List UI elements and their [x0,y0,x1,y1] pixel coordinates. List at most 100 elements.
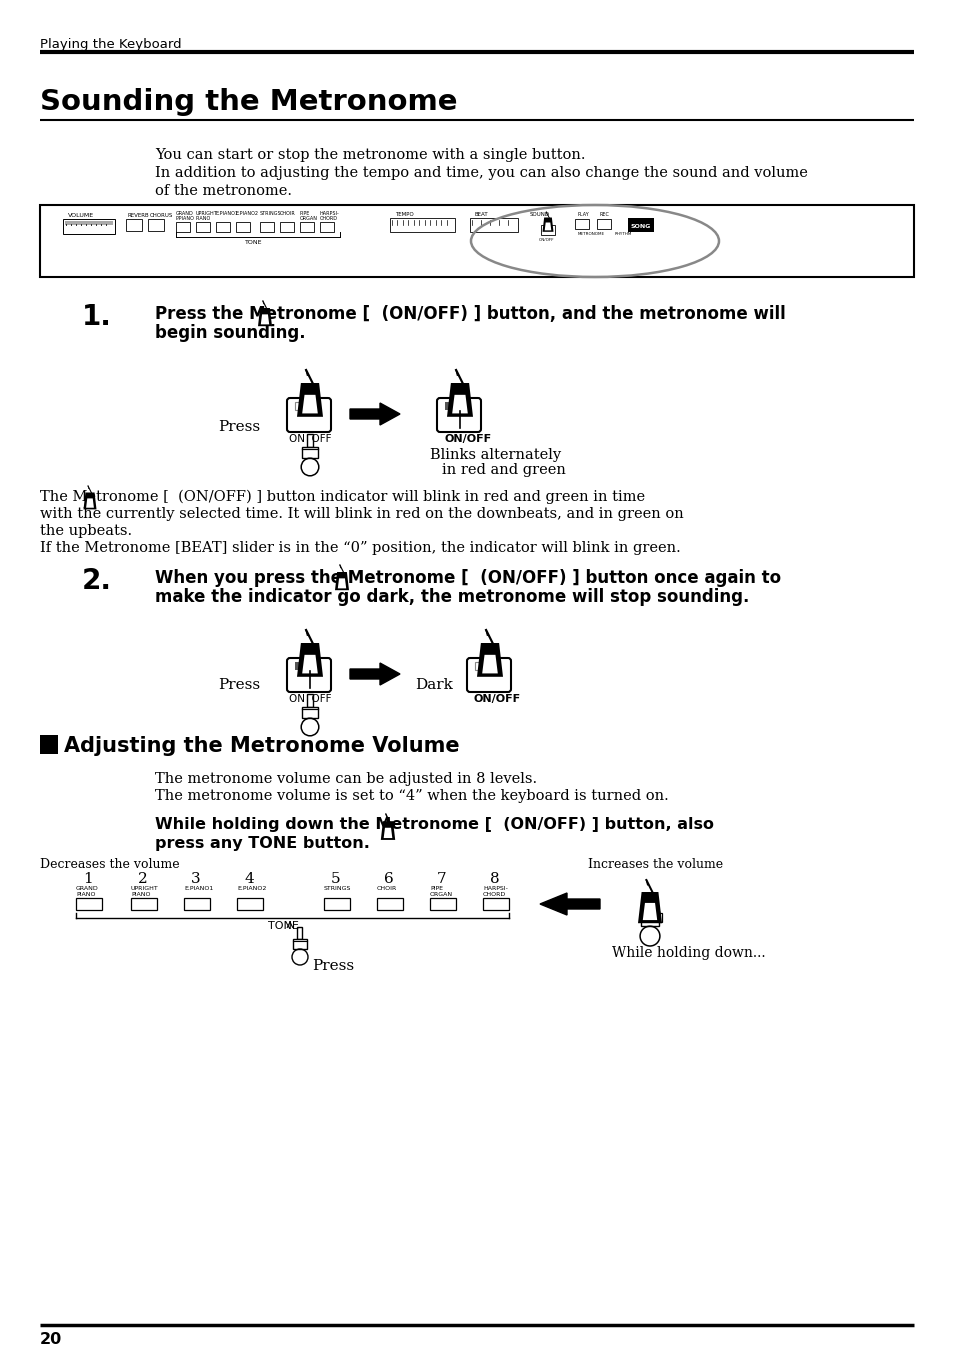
Text: 5: 5 [331,871,340,886]
Text: E.PIANO1: E.PIANO1 [184,886,213,892]
Bar [71,224,72,226]
Text: GRAND: GRAND [76,886,99,892]
Bar [76,898,102,911]
Text: PIANO: PIANO [195,216,211,222]
Text: The metronome volume can be adjusted in 8 levels.: The metronome volume can be adjusted in … [154,771,537,786]
Bar [175,222,190,232]
Polygon shape [350,403,399,426]
Text: 4: 4 [244,871,253,886]
Text: PIANO: PIANO [131,892,151,897]
Text: PIPE: PIPE [430,886,442,892]
Polygon shape [86,499,93,508]
Polygon shape [638,892,661,923]
Text: E.PIANO1: E.PIANO1 [215,211,239,216]
Text: REC: REC [599,212,609,218]
Polygon shape [337,578,346,589]
Bar [91,224,92,226]
Text: SOUND: SOUND [530,212,550,218]
Bar [63,219,115,234]
Text: Press: Press [218,678,260,692]
Bar [627,218,654,232]
FancyBboxPatch shape [467,658,511,692]
Text: PIPE: PIPE [299,211,310,216]
Bar [297,927,302,939]
Bar [376,898,402,911]
Text: 1.: 1. [82,303,112,331]
Text: PLAY: PLAY [578,212,589,218]
Text: PIANO: PIANO [76,892,95,897]
Text: CHOIR: CHOIR [376,886,396,892]
Bar [40,205,913,277]
Text: 20: 20 [40,1332,62,1347]
Text: HARPSI-: HARPSI- [482,886,507,892]
Text: with the currently selected time. It will blink in red on the downbeats, and in : with the currently selected time. It wil… [40,507,683,521]
Text: ON/OFF: ON/OFF [474,694,520,704]
Text: the upbeats.: the upbeats. [40,524,132,538]
Bar [657,913,661,921]
Bar [652,902,656,911]
FancyBboxPatch shape [287,399,331,432]
FancyBboxPatch shape [287,658,331,692]
Text: Press the Metronome [  (ON/OFF) ] button, and the metronome will: Press the Metronome [ (ON/OFF) ] button,… [154,305,785,323]
Text: METRONOME: METRONOME [578,232,604,236]
Bar [307,694,313,707]
Text: P.PIANO: P.PIANO [175,216,194,222]
Polygon shape [380,821,395,840]
Polygon shape [642,902,657,920]
Text: E.PIANO2: E.PIANO2 [235,211,258,216]
Polygon shape [539,893,599,915]
Bar [307,434,313,447]
Bar [131,898,157,911]
Bar [324,898,350,911]
Text: HARPSI-: HARPSI- [319,211,339,216]
Text: The metronome volume is set to “4” when the keyboard is turned on.: The metronome volume is set to “4” when … [154,789,668,802]
Bar [66,224,68,226]
Bar [148,219,164,231]
Text: Adjusting the Metronome Volume: Adjusting the Metronome Volume [64,736,459,757]
FancyBboxPatch shape [436,399,480,432]
Bar [647,902,652,913]
Text: 2: 2 [138,871,148,886]
Text: UPRIGHT: UPRIGHT [195,211,217,216]
Polygon shape [447,382,473,417]
Bar [96,224,97,226]
Text: VOLUME: VOLUME [68,213,94,218]
Polygon shape [302,655,317,673]
Text: Dark: Dark [415,678,453,692]
Text: STRINGS: STRINGS [324,886,351,892]
Text: If the Metronome [BEAT] slider is in the “0” position, the indicator will blink : If the Metronome [BEAT] slider is in the… [40,540,680,555]
Bar [294,403,313,409]
Text: CHORD: CHORD [319,216,337,222]
Polygon shape [296,382,323,417]
Bar [640,911,659,927]
Bar [540,226,555,235]
Bar [126,219,142,231]
Bar [195,222,210,232]
Polygon shape [481,655,497,673]
Polygon shape [84,493,96,509]
Text: In addition to adjusting the tempo and time, you can also change the sound and v: In addition to adjusting the tempo and t… [154,166,807,180]
Text: ON/OFF: ON/OFF [444,434,492,444]
Bar [293,939,307,948]
Text: of the metronome.: of the metronome. [154,184,292,199]
Bar [65,222,112,226]
Bar [319,222,334,232]
Bar [260,222,274,232]
Text: While holding down...: While holding down... [612,946,765,961]
Bar [575,219,588,230]
Text: ORGAN: ORGAN [299,216,317,222]
Bar [101,224,102,226]
Bar [76,224,77,226]
Text: TEMPO: TEMPO [395,212,414,218]
Text: UPRIGHT: UPRIGHT [131,886,158,892]
Text: ON  OFF: ON OFF [289,434,331,444]
Bar [642,902,647,911]
Text: E.PIANO2: E.PIANO2 [236,886,266,892]
Text: ON/OFF: ON/OFF [538,238,554,242]
Polygon shape [335,571,349,590]
Text: REVERB: REVERB [128,213,150,218]
Text: 8: 8 [490,871,499,886]
Polygon shape [302,394,317,413]
Bar [86,224,88,226]
Text: ORGAN: ORGAN [430,892,453,897]
